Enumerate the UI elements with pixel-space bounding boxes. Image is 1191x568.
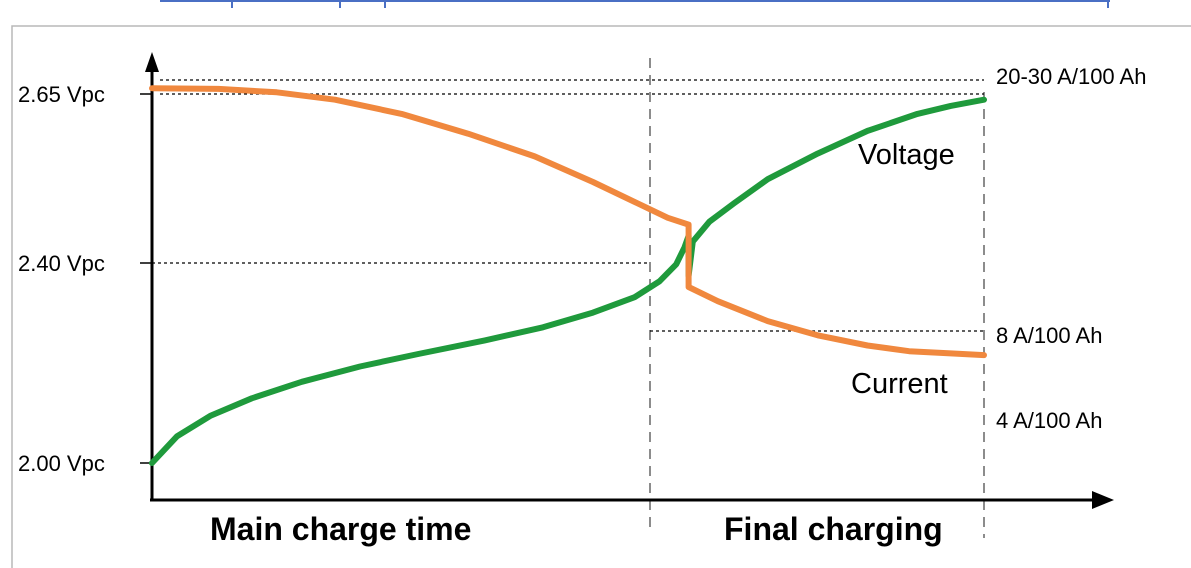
y-tick-label-2.65: 2.65 Vpc: [18, 82, 105, 107]
phase-label-main: Main charge time: [210, 511, 471, 547]
current-label-final: 4 A/100 Ah: [996, 408, 1102, 433]
current-series-label: Current: [851, 368, 948, 400]
phase-label-final: Final charging: [724, 511, 943, 547]
y-axis-arrowhead: [145, 52, 159, 72]
current-label-start: 20-30 A/100 Ah: [996, 64, 1146, 89]
y-tick-label-2.00: 2.00 Vpc: [18, 451, 105, 476]
y-tick-label-2.40: 2.40 Vpc: [18, 251, 105, 276]
voltage-series-label: Voltage: [858, 139, 955, 171]
voltage-curve: [149, 96, 987, 466]
chart-frame: [11, 25, 1191, 568]
current-curve: [149, 85, 987, 359]
current-label-transition: 8 A/100 Ah: [996, 323, 1102, 348]
x-axis-arrowhead: [1092, 491, 1114, 509]
